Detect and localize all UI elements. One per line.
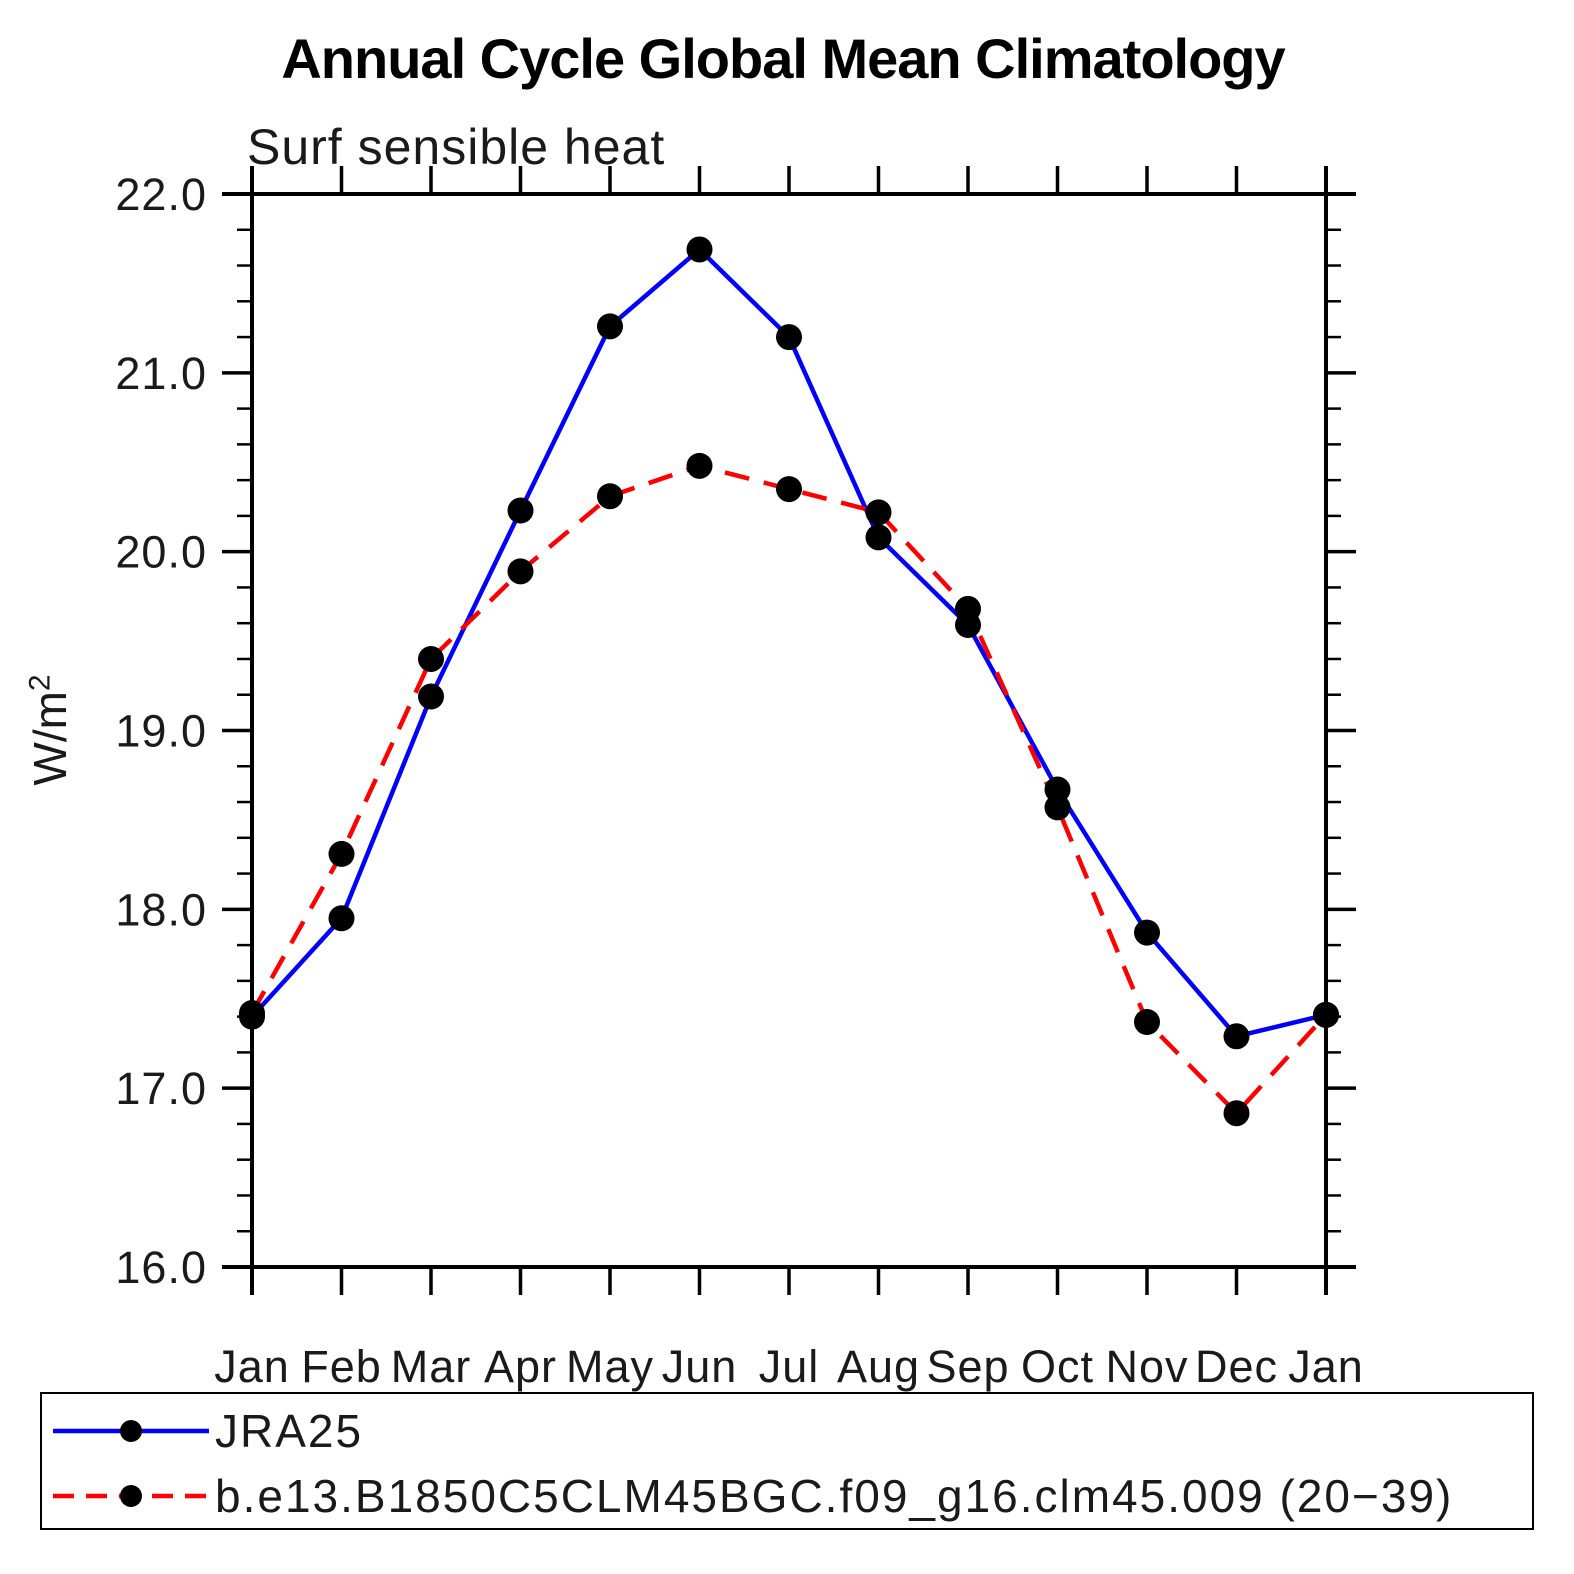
data-point-JRA25: [1223, 1023, 1250, 1050]
data-point-JRA25: [865, 524, 892, 551]
data-point-JRA25: [686, 236, 713, 263]
data-point-JRA25: [328, 905, 355, 932]
y-tick-label: 18.0: [115, 884, 207, 935]
x-tick-label: May: [566, 1341, 654, 1392]
legend: JRA25 b.e13.B1850C5CLM45BGC.f09_g16.clm4…: [40, 1392, 1534, 1530]
data-point-b: [597, 483, 623, 510]
x-tick-label: Jan: [214, 1341, 290, 1392]
x-tick-label: Nov: [1105, 1341, 1188, 1392]
x-tick-label: Jul: [759, 1341, 820, 1392]
data-point-b: [1134, 1008, 1160, 1035]
chart-title: Annual Cycle Global Mean Climatology: [281, 27, 1285, 90]
data-point-b: [1044, 794, 1071, 821]
y-tick-label: 17.0: [115, 1063, 207, 1114]
series-line-1: [250, 463, 1328, 1117]
data-point-b: [418, 645, 444, 672]
data-point-JRA25: [1134, 919, 1160, 946]
legend-label-model: b.e13.B1850C5CLM45BGC.f09_g16.clm45.009 …: [215, 1470, 1454, 1522]
x-tick-label: Apr: [484, 1341, 557, 1392]
data-point-b: [328, 840, 355, 867]
y-tick-label: 22.0: [115, 169, 207, 220]
data-point-b: [1223, 1100, 1250, 1127]
x-tick-label: Feb: [301, 1341, 382, 1392]
data-point-JRA25: [507, 497, 534, 524]
legend-marker-dot: [120, 1485, 142, 1507]
data-point-JRA25: [418, 683, 444, 710]
x-tick-label: Sep: [926, 1341, 1009, 1392]
x-tick-label: Jun: [662, 1341, 738, 1392]
data-point-b: [239, 1000, 265, 1027]
y-tick-label: 20.0: [115, 527, 207, 578]
legend-swatch-solid-line: [53, 1420, 209, 1442]
legend-marker-dot: [120, 1420, 142, 1442]
chart-subtitle: Surf sensible heat: [247, 119, 666, 175]
legend-swatch-dashed-line: [53, 1485, 209, 1507]
y-tick-label: 21.0: [115, 348, 207, 399]
y-tick-label: 19.0: [115, 706, 207, 757]
x-tick-label: Aug: [837, 1341, 920, 1392]
data-point-b: [865, 499, 892, 526]
x-tick-label: Oct: [1021, 1341, 1094, 1392]
series-line-0: [250, 246, 1327, 1039]
data-point-b: [1313, 1001, 1339, 1028]
data-point-b: [686, 452, 713, 479]
x-tick-label: Dec: [1195, 1341, 1278, 1392]
x-tick-label: Mar: [391, 1341, 472, 1392]
data-point-JRA25: [1044, 776, 1071, 803]
legend-label-jra25: JRA25: [215, 1405, 364, 1457]
legend-item-jra25: JRA25: [47, 1405, 363, 1457]
data-point-JRA25: [597, 313, 623, 340]
data-point-b: [955, 595, 981, 622]
data-point-b: [507, 558, 534, 585]
data-point-b: [776, 476, 802, 503]
legend-item-model: b.e13.B1850C5CLM45BGC.f09_g16.clm45.009 …: [47, 1470, 1453, 1522]
data-point-JRA25: [776, 324, 802, 351]
y-tick-label: 16.0: [115, 1242, 207, 1293]
x-tick-label: Jan: [1288, 1341, 1364, 1392]
